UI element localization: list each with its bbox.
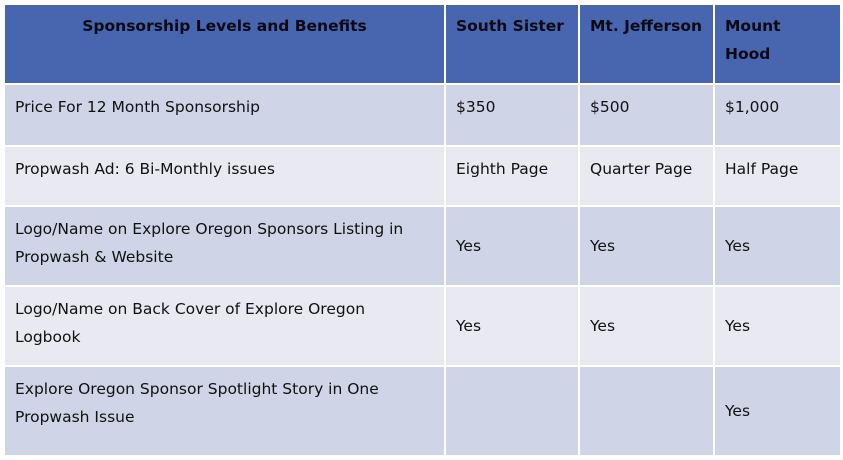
benefit-cell: Explore Oregon Sponsor Spotlight Story i… xyxy=(3,365,446,457)
header-mount-hood: Mount Hood xyxy=(713,3,842,85)
table-row: Price For 12 Month Sponsorship $350 $500… xyxy=(3,83,842,147)
table-row: Propwash Ad: 6 Bi-Monthly issues Eighth … xyxy=(3,145,842,207)
value-cell: $500 xyxy=(578,83,715,147)
value-cell xyxy=(578,365,715,457)
benefit-cell: Propwash Ad: 6 Bi-Monthly issues xyxy=(3,145,446,207)
table-row: Explore Oregon Sponsor Spotlight Story i… xyxy=(3,365,842,457)
value-cell: Yes xyxy=(713,285,842,367)
value-cell: Half Page xyxy=(713,145,842,207)
value-cell: Yes xyxy=(578,285,715,367)
value-cell: Yes xyxy=(444,205,580,287)
value-cell: Yes xyxy=(713,365,842,457)
table-row: Logo/Name on Back Cover of Explore Orego… xyxy=(3,285,842,367)
table-row: Logo/Name on Explore Oregon Sponsors Lis… xyxy=(3,205,842,287)
header-south-sister: South Sister xyxy=(444,3,580,85)
value-cell xyxy=(444,365,580,457)
benefit-cell: Logo/Name on Explore Oregon Sponsors Lis… xyxy=(3,205,446,287)
header-mt-jefferson: Mt. Jefferson xyxy=(578,3,715,85)
value-cell: Yes xyxy=(444,285,580,367)
header-benefits: Sponsorship Levels and Benefits xyxy=(3,3,446,85)
value-cell: Eighth Page xyxy=(444,145,580,207)
value-cell: Yes xyxy=(713,205,842,287)
value-cell: $350 xyxy=(444,83,580,147)
value-cell: Yes xyxy=(578,205,715,287)
header-row: Sponsorship Levels and Benefits South Si… xyxy=(3,3,842,85)
value-cell: Quarter Page xyxy=(578,145,715,207)
sponsorship-table: Sponsorship Levels and Benefits South Si… xyxy=(3,3,842,457)
value-cell: $1,000 xyxy=(713,83,842,147)
benefit-cell: Logo/Name on Back Cover of Explore Orego… xyxy=(3,285,446,367)
benefit-cell: Price For 12 Month Sponsorship xyxy=(3,83,446,147)
